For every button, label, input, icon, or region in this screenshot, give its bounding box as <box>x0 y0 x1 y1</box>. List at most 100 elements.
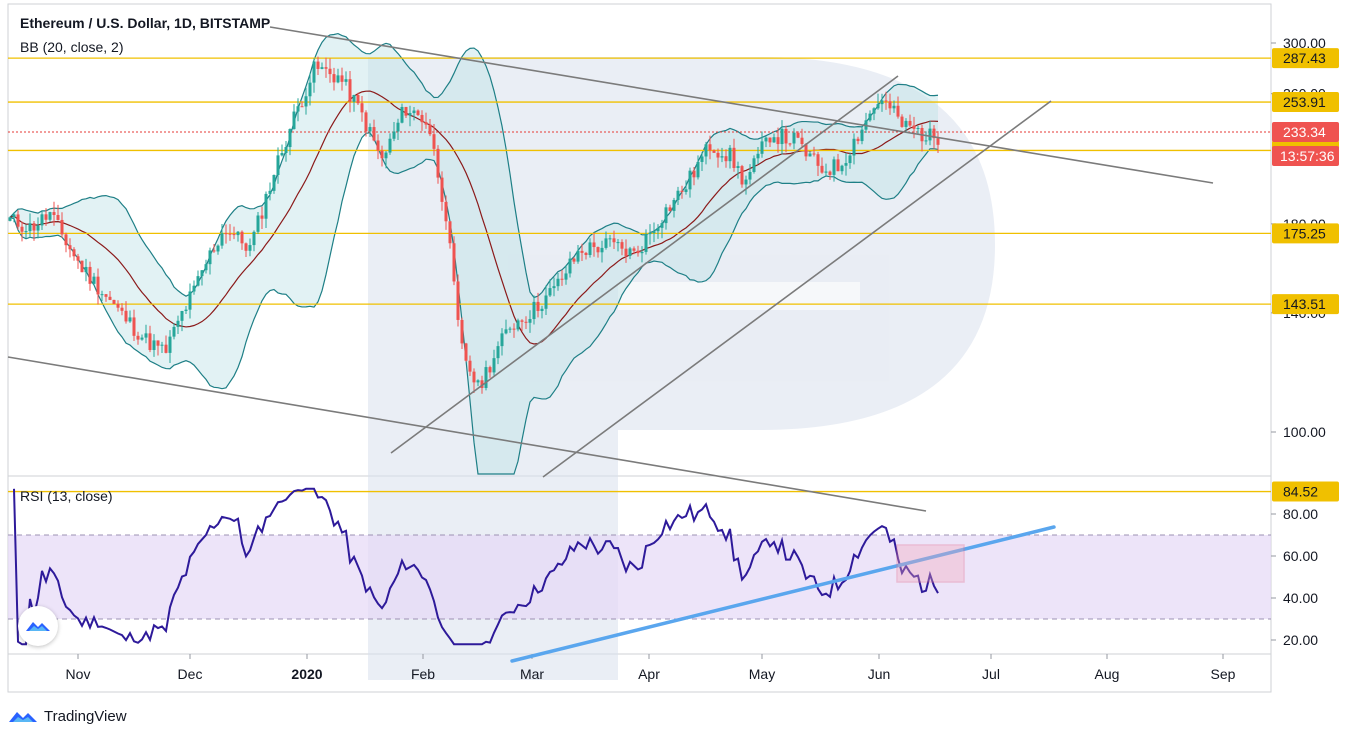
level-tag-bg <box>1272 48 1339 69</box>
candle-body <box>908 120 912 126</box>
candle-body <box>248 245 252 251</box>
candle-body <box>104 294 108 297</box>
candle-body <box>828 171 832 175</box>
candle-body <box>268 190 272 194</box>
candle-body <box>256 215 260 232</box>
candle-body <box>480 380 484 388</box>
candle-body <box>20 226 24 232</box>
candle-body <box>372 127 376 141</box>
candle-body <box>904 120 908 127</box>
candle-body <box>880 100 884 105</box>
countdown-tag-label: 13:57:36 <box>1280 148 1335 164</box>
descending-support-line <box>7 356 927 512</box>
candle-body <box>496 346 500 359</box>
candle-body <box>532 301 536 320</box>
level-tag-label: 175.25 <box>1283 225 1326 241</box>
candle-body <box>184 309 188 312</box>
bb-upper-band <box>9 32 939 299</box>
candle-body <box>448 221 452 244</box>
candle-body <box>504 329 508 334</box>
candle-body <box>432 134 436 149</box>
candle-body <box>768 137 772 143</box>
price-tick-label: 300.00 <box>1283 35 1326 51</box>
watermark-cut <box>618 282 860 310</box>
candle-body <box>708 144 712 151</box>
candle-body <box>172 326 176 337</box>
candle-body <box>24 231 28 233</box>
candle-body <box>456 281 460 320</box>
candle-body <box>404 106 408 116</box>
candle-body <box>936 138 940 145</box>
level-tag-bg <box>1272 481 1339 502</box>
candle-body <box>900 116 904 127</box>
candle-body <box>64 234 68 246</box>
candle-body <box>884 100 888 102</box>
candle-body <box>556 278 560 287</box>
candle-body <box>48 212 52 220</box>
candle-body <box>84 266 88 273</box>
candle-body <box>508 328 512 330</box>
candle-body <box>776 137 780 145</box>
candle-body <box>44 214 48 220</box>
candle-body <box>716 152 720 158</box>
candle-body <box>732 147 736 168</box>
candle-body <box>916 128 920 130</box>
candle-body <box>788 143 792 145</box>
watermark-shape <box>368 57 995 680</box>
candle-body <box>356 95 360 104</box>
candle-body <box>552 286 556 289</box>
candle-body <box>216 245 220 252</box>
candle-body <box>876 104 880 109</box>
candle-body <box>32 223 36 231</box>
rsi-breakout-highlight <box>896 544 965 583</box>
candle-body <box>672 199 676 211</box>
level-tag-label: 84.52 <box>1283 484 1318 500</box>
candle-body <box>616 242 620 244</box>
candle-body <box>192 285 196 292</box>
candle-body <box>748 171 752 180</box>
candle-body <box>384 152 388 159</box>
candle-body <box>328 68 332 75</box>
rsi-line <box>13 487 939 646</box>
tradingview-badge-icon[interactable] <box>18 606 58 646</box>
x-tick-label: Feb <box>411 666 435 682</box>
chart-title: Ethereum / U.S. Dollar, 1D, BITSTAMP <box>20 15 271 31</box>
candle-body <box>296 106 300 112</box>
x-tick-label: May <box>749 666 775 682</box>
channel-upper-line <box>390 75 899 454</box>
rsi-tick-label: 60.00 <box>1283 548 1318 564</box>
candle-body <box>240 231 244 244</box>
candle-body <box>420 114 424 123</box>
candle-body <box>60 219 64 235</box>
candle-body <box>512 328 516 330</box>
candle-body <box>576 250 580 262</box>
candle-body <box>408 113 412 116</box>
candle-body <box>340 75 344 82</box>
candle-body <box>464 343 468 361</box>
current-price-tag-bg <box>1272 121 1339 142</box>
candle-body <box>668 207 672 211</box>
candle-body <box>728 147 732 162</box>
candle-body <box>912 125 916 129</box>
candle-body <box>632 248 636 251</box>
candle-body <box>584 252 588 255</box>
candle-body <box>736 166 740 168</box>
candle-body <box>224 233 228 235</box>
candle-body <box>444 201 448 222</box>
candle-body <box>344 79 348 82</box>
x-tick-label: Mar <box>520 666 544 682</box>
rsi-tick-label: 20.00 <box>1283 632 1318 648</box>
candle-body <box>896 105 900 117</box>
candle-body <box>212 250 216 252</box>
candle-body <box>368 127 372 132</box>
candle-body <box>12 214 16 218</box>
candle-body <box>156 340 160 346</box>
candle-body <box>276 155 280 175</box>
candle-body <box>696 161 700 178</box>
candle-body <box>932 128 936 139</box>
tradingview-logo-icon <box>26 622 50 631</box>
candle-body <box>288 129 292 148</box>
candle-body <box>700 156 704 162</box>
